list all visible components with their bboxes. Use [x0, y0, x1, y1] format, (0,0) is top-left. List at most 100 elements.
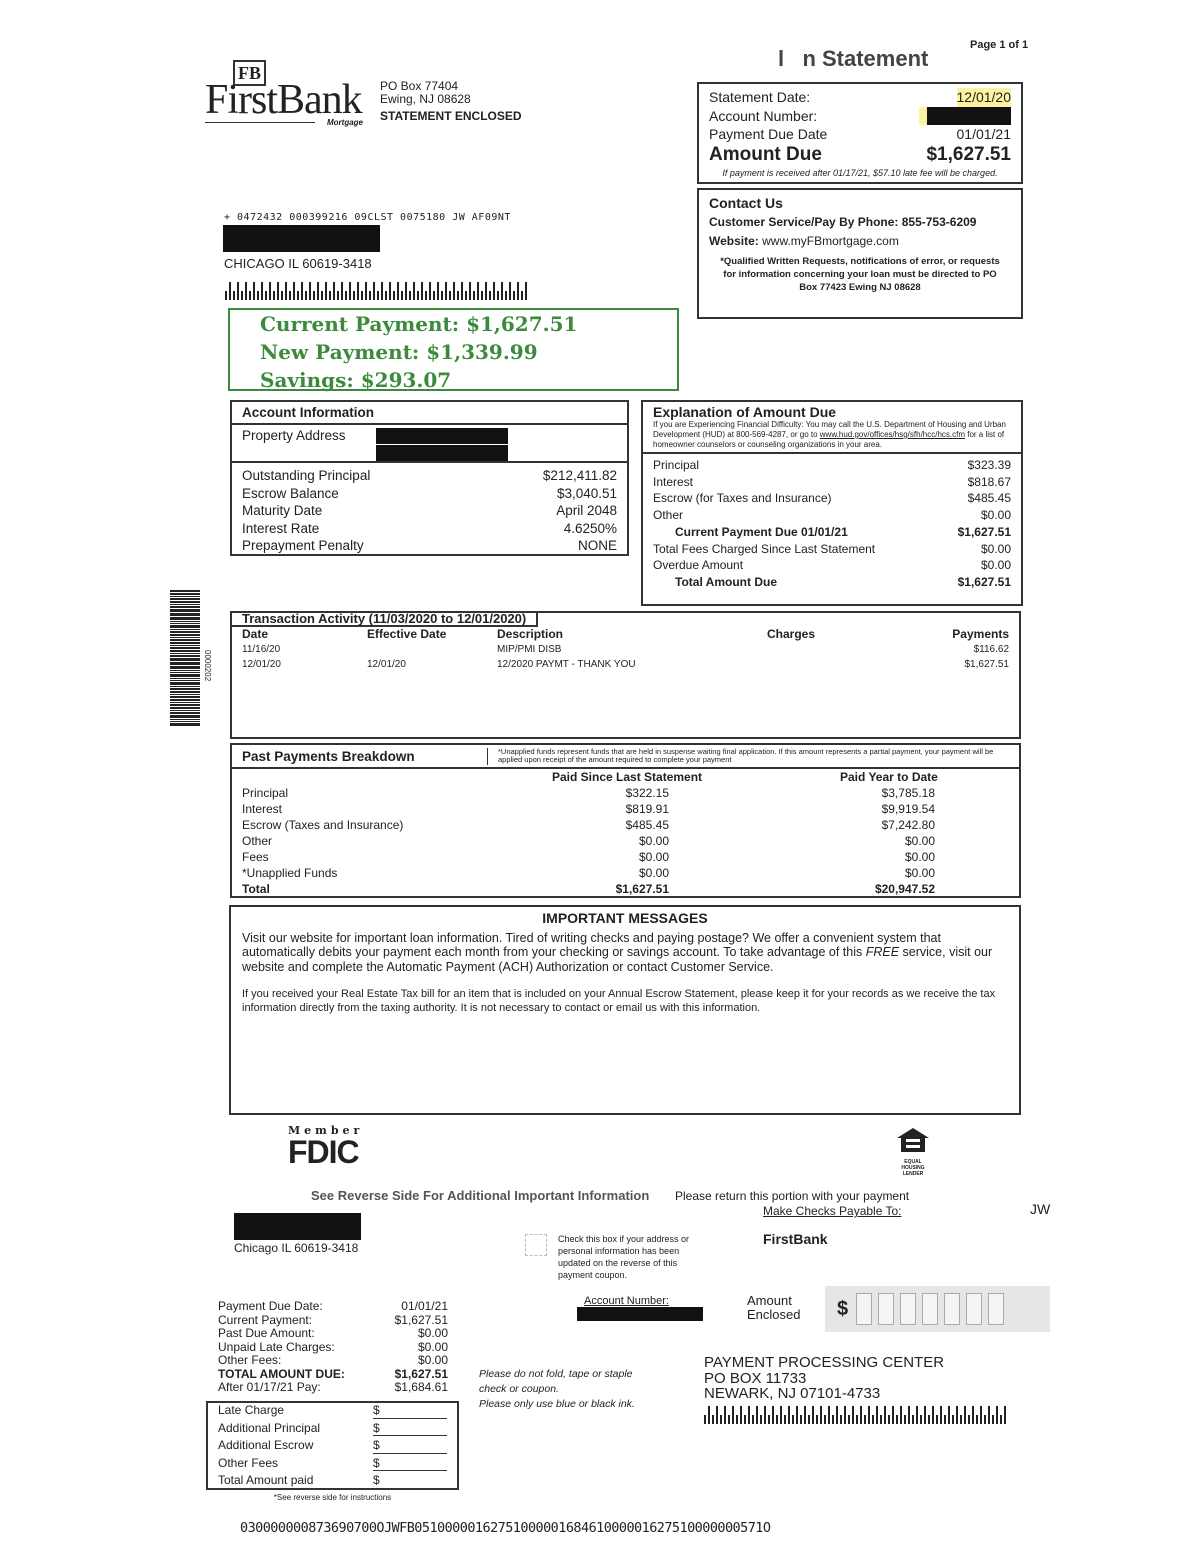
barcode-bar — [996, 1406, 998, 1424]
barcode-bar — [170, 590, 200, 592]
barcode-bar — [912, 1415, 914, 1424]
barcode-bar — [329, 291, 331, 300]
barcode-bar — [225, 291, 227, 300]
barcode-bar — [170, 706, 200, 710]
barcode-bar — [808, 1415, 810, 1424]
amount-digit-box — [922, 1293, 939, 1325]
barcode-bar — [477, 282, 479, 300]
address-change-label: Check this box if your address or person… — [558, 1234, 690, 1280]
late-fee-note: If payment is received after 01/17/21, $… — [722, 167, 998, 178]
barcode-bar — [170, 702, 200, 704]
barcode-bar — [170, 628, 200, 630]
barcode-bar — [170, 622, 200, 625]
past-row: Total $1,627.51 $20,947.52 — [242, 881, 1009, 897]
barcode-bar — [968, 1415, 970, 1424]
logo-subtitle: Mortgage — [327, 118, 363, 127]
barcode-bar — [437, 282, 439, 300]
amount-enclosed-field[interactable]: $ — [825, 1286, 1050, 1332]
summary-value: $1,627.51 — [394, 1312, 448, 1327]
barcode-bar — [920, 1415, 922, 1424]
account-info-row: Interest Rate 4.6250% — [242, 520, 617, 538]
amount-due-label: Amount Due — [709, 143, 822, 165]
summary-label: TOTAL AMOUNT DUE: — [218, 1366, 345, 1381]
address-change-checkbox[interactable] — [525, 1234, 547, 1256]
past-label: Escrow (Taxes and Insurance) — [242, 818, 404, 832]
barcode-bar — [425, 291, 427, 300]
barcode-bar — [505, 291, 507, 300]
barcode-bar — [828, 1406, 830, 1424]
additional-payment-field[interactable]: $ — [373, 1403, 447, 1419]
bank-address-line2: Ewing, NJ 08628 — [380, 92, 471, 106]
barcode-bar — [892, 1406, 894, 1424]
amount-due-row: Current Payment Due 01/01/21 $1,627.51 — [653, 524, 1011, 541]
amount-due-row: Interest $818.67 — [653, 474, 1011, 491]
side-barcode — [170, 590, 200, 726]
barcode-bar — [170, 596, 200, 598]
barcode-bar — [170, 614, 200, 617]
barcode-bar — [936, 1415, 938, 1424]
barcode-bar — [868, 1406, 870, 1424]
barcode-bar — [377, 291, 379, 300]
barcode-bar — [285, 282, 287, 300]
property-address-redacted — [376, 445, 508, 461]
barcode-bar — [457, 291, 459, 300]
make-checks-payable: Make Checks Payable To: — [763, 1204, 902, 1218]
hud-link[interactable]: www.hud.gov/offices/hsg/sfh/hcc/hcs.cfm — [819, 430, 966, 439]
barcode-bar — [976, 1415, 978, 1424]
barcode-bar — [497, 291, 499, 300]
barcode-bar — [952, 1415, 954, 1424]
barcode-bar — [832, 1415, 834, 1424]
barcode-bar — [170, 723, 200, 726]
unapplied-funds-note: *Unapplied funds represent funds that ar… — [487, 747, 1019, 765]
account-info-row: Prepayment Penalty NONE — [242, 537, 617, 555]
barcode-bar — [170, 647, 200, 649]
barcode-bar — [944, 1415, 946, 1424]
account-info-label: Prepayment Penalty — [242, 538, 364, 554]
additional-payment-field[interactable]: $ — [373, 1438, 447, 1454]
barcode-bar — [513, 291, 515, 300]
barcode-bar — [449, 291, 451, 300]
additional-payment-field[interactable]: $ — [373, 1473, 447, 1489]
barcode-bar — [257, 291, 259, 300]
past-payments-title: Past Payments Breakdown — [242, 748, 415, 764]
barcode-bar — [321, 291, 323, 300]
account-info-value: $3,040.51 — [556, 485, 617, 501]
due-date: 01/01/21 — [956, 126, 1012, 142]
amount-digit-box — [900, 1293, 917, 1325]
micr-line: 030000000873690700OJWFB05100000162751000… — [240, 1520, 771, 1536]
account-info-row: Outstanding Principal $212,411.82 — [242, 467, 617, 485]
barcode-bar — [313, 291, 315, 300]
transaction-cell: $1,627.51 — [964, 659, 1010, 670]
barcode-bar — [401, 291, 403, 300]
barcode-bar — [170, 710, 200, 712]
amount-due-row: Total Amount Due $1,627.51 — [653, 574, 1011, 591]
barcode-bar — [764, 1406, 766, 1424]
additional-payment-field[interactable]: $ — [373, 1421, 447, 1436]
barcode-bar — [241, 291, 243, 300]
equal-housing-lender-icon: EQUAL HOUSING LENDER — [893, 1126, 933, 1177]
barcode-bar — [501, 282, 503, 300]
barcode-bar — [249, 291, 251, 300]
additional-payment-field[interactable]: $ — [373, 1456, 447, 1471]
remit-barcode — [704, 1406, 1006, 1424]
amount-due-label: Other — [653, 508, 684, 523]
amount-due-value: $0.00 — [980, 508, 1011, 523]
transaction-cell: 12/01/20 — [242, 659, 281, 670]
contact-title: Contact Us — [709, 195, 783, 211]
barcode-bar — [170, 718, 200, 720]
recipient-name-redacted — [223, 225, 380, 252]
barcode-bar — [305, 291, 307, 300]
barcode-bar — [800, 1415, 802, 1424]
coupon-summary-row: Current Payment: $1,627.51 — [218, 1312, 448, 1328]
new-payment: New Payment: $1,339.99 — [260, 340, 538, 364]
past-since: $819.91 — [625, 802, 669, 816]
website-link[interactable]: www.myFBmortgage.com — [762, 234, 899, 248]
amount-due-value: $1,627.51 — [957, 524, 1011, 539]
barcode-bar — [301, 282, 303, 300]
barcode-bar — [740, 1406, 742, 1424]
additional-payment-row: Late Charge $ — [218, 1403, 447, 1421]
past-row: Interest $819.91 $9,919.54 — [242, 801, 1009, 817]
savings: Savings: $293.07 — [260, 368, 452, 392]
past-since: $0.00 — [638, 866, 669, 880]
barcode-bar — [261, 282, 263, 300]
